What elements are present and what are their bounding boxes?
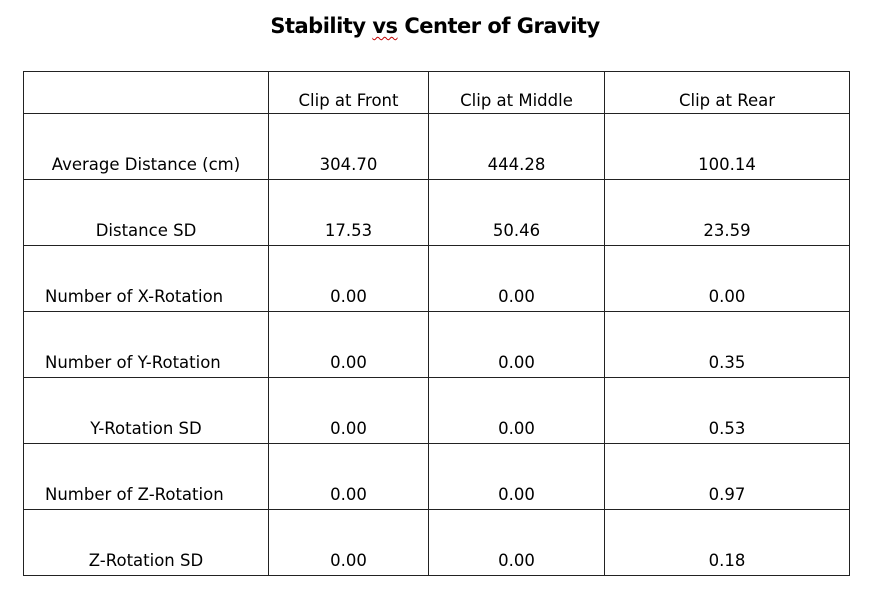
table-cell: 0.00 — [268, 245, 429, 312]
row-label-z-rotation: Number of Z-Rotation — [23, 443, 269, 510]
table-cell: 0.53 — [604, 377, 850, 444]
table-cell: 0.35 — [604, 311, 850, 378]
row-label-average-distance: Average Distance (cm) — [23, 113, 269, 180]
stability-table: Clip at Front Clip at Middle Clip at Rea… — [23, 71, 850, 576]
table-cell: 17.53 — [268, 179, 429, 246]
table-cell: 444.28 — [428, 113, 605, 180]
header-cell-clip-middle: Clip at Middle — [428, 71, 605, 114]
table-cell: 50.46 — [428, 179, 605, 246]
title-part-1: Stability — [270, 14, 373, 38]
table-header-row: Clip at Front Clip at Middle Clip at Rea… — [23, 71, 850, 114]
table-row: Number of Y-Rotation 0.00 0.00 0.35 — [23, 311, 850, 378]
table-cell: 0.00 — [604, 245, 850, 312]
table-cell: 0.97 — [604, 443, 850, 510]
row-label-distance-sd: Distance SD — [23, 179, 269, 246]
table-cell: 0.00 — [428, 443, 605, 510]
table-row: Y-Rotation SD 0.00 0.00 0.53 — [23, 377, 850, 444]
title-part-spellcheck-word: vs — [372, 14, 398, 38]
table-cell: 100.14 — [604, 113, 850, 180]
table-row: Average Distance (cm) 304.70 444.28 100.… — [23, 113, 850, 180]
table-cell: 0.00 — [428, 311, 605, 378]
row-label-y-rotation: Number of Y-Rotation — [23, 311, 269, 378]
row-label-z-rotation-sd: Z-Rotation SD — [23, 509, 269, 576]
table-cell: 0.00 — [268, 377, 429, 444]
table-row: Distance SD 17.53 50.46 23.59 — [23, 179, 850, 246]
table-cell: 23.59 — [604, 179, 850, 246]
header-cell-clip-rear: Clip at Rear — [604, 71, 850, 114]
table-cell: 0.00 — [428, 377, 605, 444]
document-title: Stability vs Center of Gravity — [0, 14, 870, 38]
table-cell: 0.00 — [268, 509, 429, 576]
header-cell-clip-front: Clip at Front — [268, 71, 429, 114]
table-cell: 0.00 — [428, 509, 605, 576]
table-cell: 304.70 — [268, 113, 429, 180]
header-cell-empty — [23, 71, 269, 114]
row-label-x-rotation: Number of X-Rotation — [23, 245, 269, 312]
table-cell: 0.00 — [268, 311, 429, 378]
title-part-2: Center of Gravity — [397, 14, 600, 38]
table-row: Number of X-Rotation 0.00 0.00 0.00 — [23, 245, 850, 312]
table-row: Number of Z-Rotation 0.00 0.00 0.97 — [23, 443, 850, 510]
table-cell: 0.18 — [604, 509, 850, 576]
table-cell: 0.00 — [428, 245, 605, 312]
table-row: Z-Rotation SD 0.00 0.00 0.18 — [23, 509, 850, 576]
table-cell: 0.00 — [268, 443, 429, 510]
row-label-y-rotation-sd: Y-Rotation SD — [23, 377, 269, 444]
